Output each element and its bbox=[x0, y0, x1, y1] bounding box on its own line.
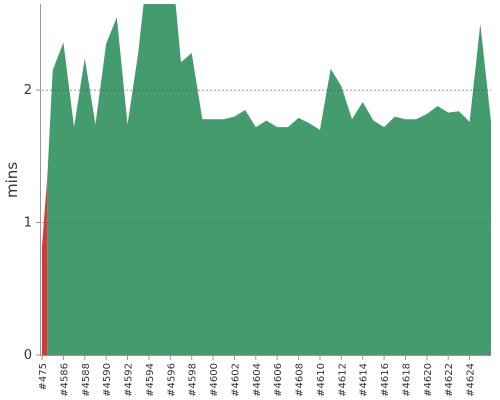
x-tick-label: #4596 bbox=[166, 363, 177, 397]
y-tick-label: 0 bbox=[24, 348, 32, 363]
y-tick-label: 2 bbox=[24, 83, 32, 98]
series-area-0 bbox=[42, 176, 48, 355]
x-tick-label: #4622 bbox=[444, 363, 455, 397]
gridlines bbox=[42, 89, 491, 223]
x-tick-label: #4610 bbox=[316, 363, 327, 397]
x-tick-label: #4592 bbox=[124, 363, 135, 397]
x-tick-labels: #475 #4586 #4588 #4590 #4592 #4594 #4596 #4598 #… bbox=[38, 356, 477, 397]
x-tick-label: #4588 bbox=[81, 363, 92, 397]
x-tick-label: #4618 bbox=[402, 363, 413, 397]
y-axis-label: mins bbox=[3, 162, 21, 198]
x-tick-label: #4624 bbox=[466, 363, 477, 397]
x-tick-label: #4620 bbox=[423, 363, 434, 397]
x-tick-label: #4594 bbox=[145, 363, 156, 397]
x-tick-label: #4604 bbox=[252, 363, 263, 397]
x-tick-label: #4598 bbox=[188, 363, 199, 397]
series-areas bbox=[42, 4, 491, 355]
x-tick-label: #4612 bbox=[337, 363, 348, 397]
x-tick-label: #4616 bbox=[380, 363, 391, 397]
x-tick-label: #4586 bbox=[59, 363, 70, 397]
series-area-1 bbox=[47, 4, 491, 355]
x-tick-label: #4602 bbox=[230, 363, 241, 397]
y-tick-label: 1 bbox=[24, 216, 32, 231]
x-tick-label: #475 bbox=[38, 363, 49, 390]
x-tick-label: #4614 bbox=[359, 363, 370, 397]
x-tick-label: #4606 bbox=[273, 363, 284, 397]
x-tick-label: #4608 bbox=[295, 363, 306, 397]
x-tick-label: #4590 bbox=[102, 363, 113, 397]
x-tick-label: #4600 bbox=[209, 363, 220, 397]
y-tick-labels: 0 1 2 bbox=[24, 83, 40, 363]
